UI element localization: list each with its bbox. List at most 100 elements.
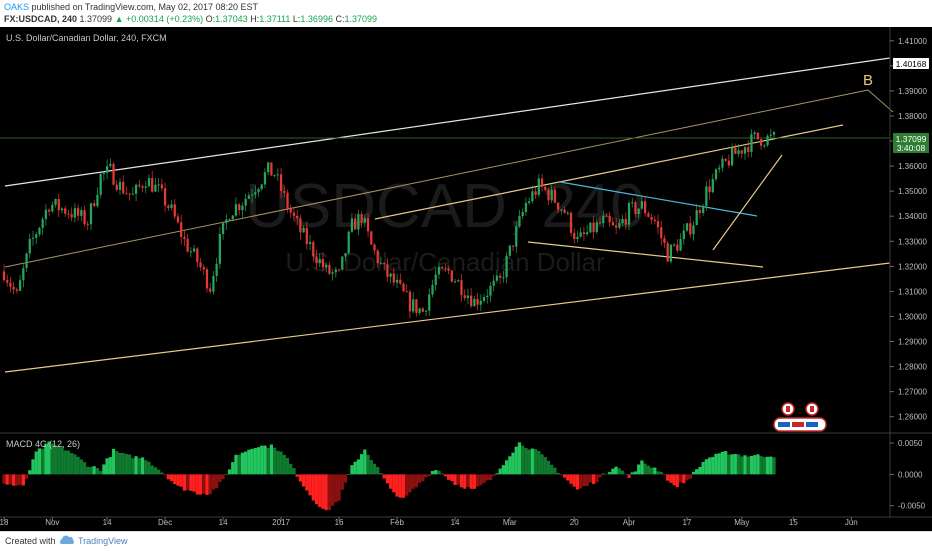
macd-bar [198,474,203,495]
open-key: O: [205,14,216,24]
macd-bar [421,474,425,482]
time-axis[interactable]: 18 Nov 14 Dec 14 2017 16 Feb 14 Mar 20 Apr 17 May 15 Ju… [0,517,858,527]
price-axis[interactable]: 1.410001.400001.390001.380001.370001.360… [890,37,927,422]
candle-body [763,145,766,147]
wedge-lower-line[interactable] [527,241,764,268]
macd-bar [543,457,547,475]
candle-body [476,298,479,305]
macd-bar [659,472,663,475]
macd-bar [608,472,612,475]
candle-body [447,268,450,271]
macd-bar [24,474,29,479]
candle-body [89,203,93,225]
candle-body [138,184,141,187]
candle-body [112,163,115,185]
candle-body [134,184,138,194]
price-tick-label: 1.28000 [898,363,927,372]
macd-bar [269,444,274,475]
candle-body [41,219,44,228]
macd-axis[interactable]: 0.0050 0.0000 -0.0050 [890,439,926,511]
macd-bar [337,474,341,501]
macd-bar [308,474,312,496]
channel-lower-line[interactable] [4,262,891,373]
macd-bar [601,473,605,475]
time-tick-label: Feb [390,518,404,527]
canada-flag-mark [786,406,790,412]
candle-body [15,289,19,291]
rally-trendline[interactable] [712,154,783,251]
price-tick-label: 1.31000 [898,287,927,296]
macd-bar [669,474,673,483]
macd-bar [382,474,386,479]
candle-body [508,245,511,256]
price-label-last: 1.37099 3:40:08 [893,133,929,153]
candle-body [392,273,395,283]
price-change: +0.00314 (+0.23%) [126,14,204,24]
candle-body [147,178,151,187]
macd-bar [575,474,580,490]
candle-body [122,181,125,194]
candle-body [151,178,154,192]
macd-bar [89,466,93,475]
macd-bar [405,474,409,496]
channel-upper-line[interactable] [4,57,891,187]
candle-body [682,230,685,240]
macd-tick-label: 0.0000 [898,470,923,479]
candle-body [634,202,637,214]
low-key: L: [292,14,301,24]
candle-body [267,162,270,173]
projection-line[interactable] [867,89,894,113]
macd-bar [79,459,83,475]
author-link[interactable]: OAKS [4,2,30,12]
macd-bar [482,474,486,483]
macd-bar [656,471,660,475]
candle-body [276,174,279,176]
macd-bar [756,454,760,475]
candle-body [218,233,221,264]
macd-bar [12,474,16,486]
macd-bar [566,474,570,481]
inner-upper-line[interactable] [374,124,844,220]
macd-bar [598,474,602,478]
candle-body [518,216,521,227]
candle-body [666,243,669,262]
candle-body [621,218,624,224]
trendlines[interactable] [0,57,894,373]
macd-bar [231,462,235,475]
channel-mid-line[interactable] [4,89,869,268]
candle-body [550,189,553,201]
wedge-upper-line[interactable] [559,181,758,217]
candle-body [176,216,180,223]
price-tick-label: 1.32000 [898,262,927,271]
candle-body [756,132,760,140]
macd-bar [176,474,180,486]
macd-bar [153,467,158,475]
chart-svg[interactable]: USDCAD, 240 U.S. Dollar/Canadian Dollar … [0,27,932,531]
candle-body [209,288,212,292]
candle-body [170,204,173,208]
candle-body [611,222,615,226]
candle-body [215,263,218,276]
macd-bar [247,449,251,475]
macd-bar [340,474,344,490]
chart-area[interactable]: USDCAD, 240 U.S. Dollar/Canadian Dollar … [0,27,932,531]
candle-body [627,202,631,225]
candle-body [412,299,415,312]
candle-body [173,204,176,217]
macd-bar [395,474,399,497]
candle-body [383,262,386,265]
macd-bar [250,448,254,475]
candle-body [18,280,22,291]
macd-bar [50,443,54,475]
economic-events[interactable] [773,402,827,432]
macd-bar [511,452,515,475]
macd-bar [66,450,71,475]
macd-bar [2,474,6,484]
candle-body [644,201,647,214]
tradingview-link[interactable]: TradingView [78,536,128,546]
open-value: 1.37043 [215,14,248,24]
candle-body [341,256,344,270]
candle-body [350,218,354,232]
macd-bar [453,474,457,485]
macd-bar [643,463,647,475]
